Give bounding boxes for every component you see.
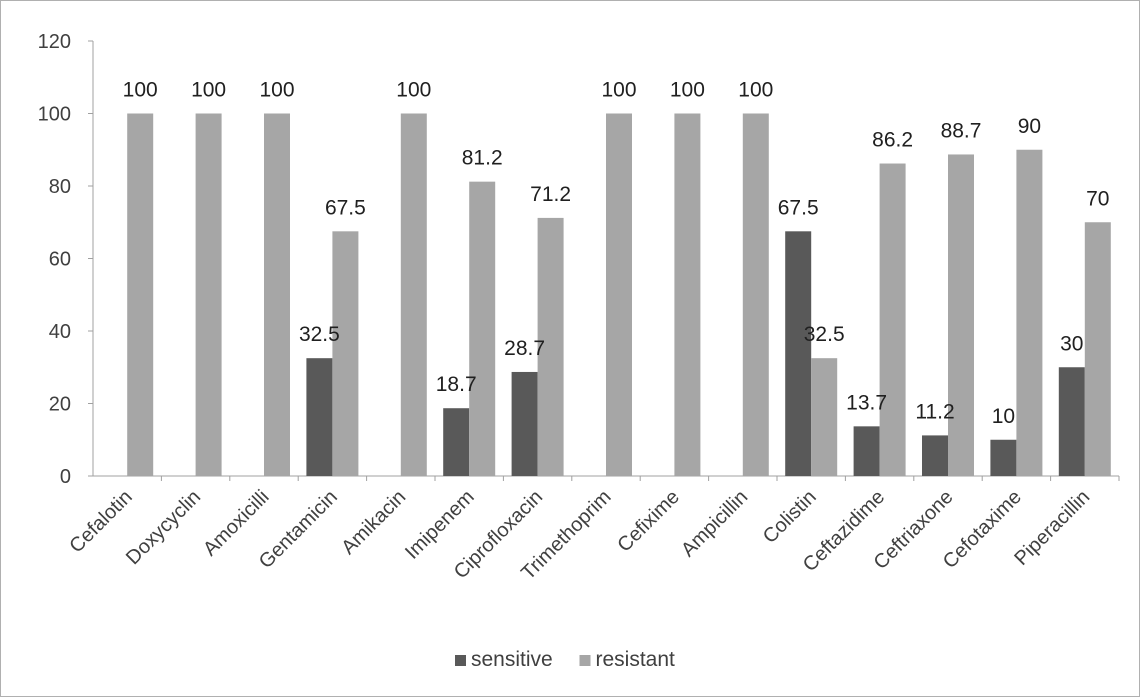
data-label-resistant: 67.5 [325, 196, 366, 219]
bar-resistant [674, 113, 701, 476]
data-label-resistant: 100 [123, 79, 158, 102]
bar-resistant [195, 113, 222, 476]
bar-resistant [400, 113, 427, 476]
y-tick-label: 0 [60, 466, 71, 488]
y-tick-label: 100 [38, 104, 71, 126]
category-label: Ampicillin [677, 486, 752, 561]
data-label-resistant: 90 [1018, 115, 1041, 138]
bar-sensitive [443, 408, 470, 476]
data-label-resistant: 100 [670, 79, 705, 102]
category-label: Piperacillin [1010, 486, 1094, 570]
data-label-resistant: 88.7 [941, 119, 982, 142]
bar-sensitive [990, 439, 1017, 476]
data-label-sensitive: 32.5 [299, 323, 340, 346]
y-tick-label: 20 [49, 394, 71, 416]
bar-resistant [264, 113, 290, 476]
bar-resistant [948, 154, 974, 476]
data-label-resistant: 100 [396, 79, 431, 102]
category-label: Cefixime [613, 486, 684, 557]
data-label-sensitive: 10 [992, 405, 1015, 428]
bar-resistant [127, 113, 154, 476]
category-label: Doxycyclin [122, 486, 205, 569]
y-tick-label: 40 [49, 321, 71, 343]
data-label-resistant: 71.2 [530, 183, 571, 206]
bar-resistant [742, 113, 769, 476]
data-label-sensitive: 13.7 [846, 391, 887, 414]
bar-sensitive [853, 426, 880, 476]
y-tick-label: 120 [38, 31, 71, 53]
legend-label-sensitive: sensitive [471, 648, 553, 671]
bar-sensitive [306, 358, 333, 476]
category-label: Colistin [759, 486, 821, 548]
bar-resistant [537, 217, 564, 476]
data-label-sensitive: 28.7 [504, 337, 545, 360]
data-label-sensitive: 11.2 [915, 400, 954, 423]
y-tick-label: 80 [49, 176, 71, 198]
bar-resistant [879, 163, 906, 476]
data-label-resistant: 100 [259, 79, 294, 102]
data-label-resistant: 100 [601, 79, 636, 102]
data-label-sensitive: 30 [1060, 332, 1083, 355]
category-label: Amikacin [337, 486, 410, 559]
bar-resistant [1016, 149, 1043, 476]
bar-sensitive [511, 371, 538, 476]
bar-resistant [332, 231, 359, 476]
data-label-resistant: 100 [191, 79, 226, 102]
bar-sensitive [922, 435, 948, 476]
bar-sensitive [1058, 367, 1085, 476]
legend: sensitive resistant [455, 648, 675, 671]
data-label-resistant: 81.2 [462, 147, 503, 170]
bar-resistant [1084, 222, 1111, 476]
data-label-resistant: 100 [738, 79, 773, 102]
data-labels: 100 100 100 32.5 67.5 100 18.7 81.2 28.7 71.2 100 1… [123, 79, 1110, 428]
bars [127, 113, 1111, 476]
data-label-resistant: 86.2 [872, 129, 913, 152]
data-label-sensitive: 67.5 [778, 196, 819, 219]
category-label: Cefalotin [65, 486, 136, 557]
data-label-sensitive: 18.7 [436, 373, 477, 396]
y-tick-label: 60 [49, 249, 71, 271]
bar-resistant [606, 113, 632, 476]
legend-swatch-resistant [579, 655, 591, 666]
data-label-resistant: 70 [1086, 187, 1109, 210]
bar-resistant [811, 358, 838, 476]
category-labels: CefalotinDoxycyclinAmoxicilliGentamicinA… [65, 486, 1094, 584]
data-label-resistant: 32.5 [804, 323, 845, 346]
legend-swatch-sensitive [455, 655, 466, 666]
legend-label-resistant: resistant [596, 648, 676, 671]
bar-sensitive [785, 231, 812, 476]
bar-resistant [469, 181, 496, 476]
